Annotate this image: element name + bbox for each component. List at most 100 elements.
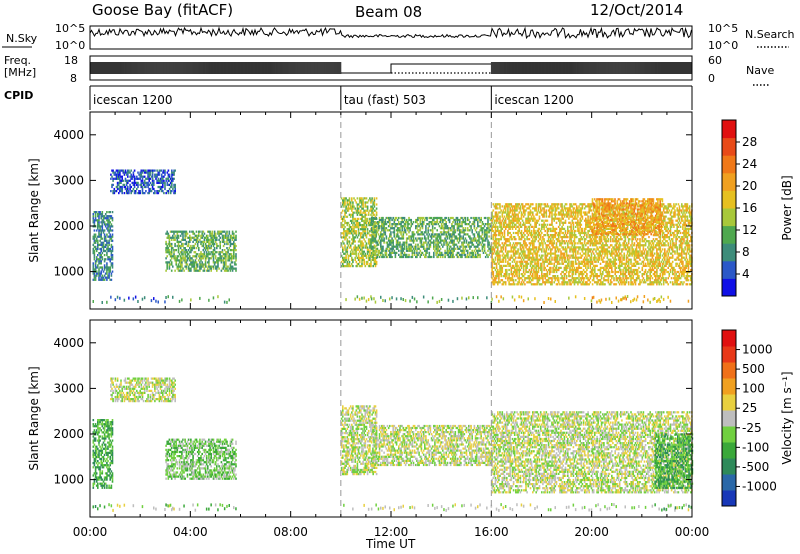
colorbar-tick-label-1: 500	[742, 362, 765, 376]
colorbar-frame-1	[721, 329, 737, 507]
colorbar-swatch-6	[722, 394, 736, 411]
y-tick-label-2: 3000	[53, 381, 84, 395]
y-tick-label-0: 1000	[53, 265, 84, 279]
echo-region-2	[165, 438, 237, 512]
colorbar-tick-label-6: -500	[742, 460, 769, 474]
time-axis: 00:00 04:00 08:00 12:00 16:00 20:00 00:00	[73, 525, 710, 539]
cpid-segment-2: icescan 1200	[494, 93, 573, 107]
colorbar-tick-label-2: 100	[742, 382, 765, 396]
colorbar-tick-label-3: 25	[742, 401, 757, 415]
freq-fast-line	[340, 63, 492, 74]
power-colorbar: 4 8 12 16 20 24 28 Power [dB]	[721, 119, 794, 297]
echo-region-0	[92, 211, 114, 304]
y-tick-label-1: 2000	[53, 219, 84, 233]
echo-region-6	[591, 198, 664, 304]
y-tick-label-1: 2000	[53, 427, 84, 441]
y-tick-label-2: 3000	[53, 173, 84, 187]
colorbar-swatch-4	[722, 426, 736, 443]
freq-unit-label: [MHz]	[4, 66, 36, 79]
freq-bottom-tick: 8	[70, 72, 77, 85]
colorbar-tick-label-5: -100	[742, 440, 769, 454]
echo-region-2	[165, 230, 237, 304]
colorbar-swatch-0	[722, 490, 736, 507]
y-tick-label-0: 1000	[53, 473, 84, 487]
nave-top-tick: 60	[708, 54, 722, 67]
nsky-trace	[89, 26, 692, 48]
nave-bottom-tick: 0	[708, 72, 715, 85]
echo-region-3	[340, 197, 378, 304]
x-tick-label-6: 00:00	[675, 525, 710, 539]
freq-label: Freq.	[4, 54, 31, 67]
x-tick-label-2: 08:00	[273, 525, 308, 539]
beam-title: Beam 08	[355, 3, 422, 21]
y-axis-label-0: Slant Range [km]	[27, 158, 41, 262]
nsearch-label: N.Search	[745, 28, 795, 41]
velocity-panel: 1000 2000 3000 4000 Slant Range [km]	[27, 319, 694, 518]
echo-region-0	[92, 419, 114, 511]
y-tick-label-3: 4000	[53, 128, 84, 142]
colorbar-swatch-7	[722, 378, 736, 395]
cpid-segment-0: icescan 1200	[93, 93, 172, 107]
freq-top-tick: 18	[64, 54, 78, 67]
x-tick-label-3: 12:00	[374, 525, 409, 539]
y-tick-label-3: 4000	[53, 336, 84, 350]
colorbar-swatch-9	[722, 346, 736, 363]
echo-region-1	[110, 377, 176, 512]
velocity-colorbar: 1000 500 100 25 -25 -100 -500 -1000 Velocity [m …	[721, 329, 794, 507]
colorbar-swatch-5	[722, 190, 736, 209]
echo-region-4	[370, 424, 493, 512]
colorbar-swatch-3	[722, 225, 736, 244]
nsky-line	[89, 26, 692, 48]
freq-trace	[89, 62, 693, 74]
colorbar-swatch-5	[722, 410, 736, 427]
colorbar-tick-label-6: 28	[742, 135, 757, 149]
echo-region-6	[654, 433, 694, 512]
colorbar-swatch-2	[722, 243, 736, 262]
y-axis-label-1: Slant Range [km]	[27, 366, 41, 470]
colorbar-tick-label-5: 24	[742, 157, 757, 171]
colorbar-tick-label-4: 20	[742, 179, 757, 193]
colorbar-swatch-9	[722, 120, 736, 139]
colorbar-swatch-6	[722, 172, 736, 191]
colorbar-swatch-8	[722, 137, 736, 156]
nsky-bottom-tick: 10^0	[55, 39, 85, 52]
colorbar-tick-label-0: 1000	[742, 343, 773, 357]
colorbar-tick-label-4: -25	[742, 421, 762, 435]
station-title: Goose Bay (fitACF)	[92, 1, 233, 19]
cpid-bar: icescan 1200 tau (fast) 503 icescan 1200	[89, 85, 693, 110]
nsky-top-tick: 10^5	[55, 22, 85, 35]
nave-label: Nave	[746, 64, 774, 77]
echo-region-5	[491, 203, 693, 304]
x-tick-label-5: 20:00	[574, 525, 609, 539]
nsearch-top-tick: 10^5	[708, 22, 738, 35]
colorbar-tick-label-2: 12	[742, 223, 757, 237]
colorbar-swatch-4	[722, 208, 736, 227]
colorbar-swatch-10	[722, 330, 736, 347]
power-panel: 1000 2000 3000 4000 Slant Range [km]	[27, 111, 693, 310]
echo-region-4	[370, 216, 493, 304]
colorbar-tick-label-0: 4	[742, 267, 750, 281]
x-axis-label: Time UT	[365, 537, 416, 551]
cpid-label: CPID	[4, 89, 33, 102]
colorbar-tick-label-7: -1000	[742, 479, 777, 493]
colorbar-swatch-3	[722, 442, 736, 459]
echo-region-1	[110, 169, 176, 304]
colorbar-label-0: Power [dB]	[780, 175, 794, 240]
nsearch-bottom-tick: 10^0	[708, 39, 738, 52]
colorbar-tick-label-3: 16	[742, 201, 757, 215]
colorbar-swatch-2	[722, 458, 736, 475]
nsky-label: N.Sky	[6, 32, 38, 45]
colorbar-swatch-1	[722, 260, 736, 279]
colorbar-tick-label-1: 8	[742, 245, 750, 259]
colorbar-swatch-1	[722, 474, 736, 491]
colorbar-swatch-8	[722, 362, 736, 379]
colorbar-swatch-7	[722, 155, 736, 174]
cpid-segment-1: tau (fast) 503	[344, 93, 426, 107]
colorbar-swatch-0	[722, 278, 736, 297]
x-tick-label-0: 00:00	[73, 525, 108, 539]
colorbar-label-1: Velocity [m s⁻¹]	[780, 371, 794, 464]
date-title: 12/Oct/2014	[590, 1, 683, 19]
x-tick-label-1: 04:00	[173, 525, 208, 539]
x-tick-label-4: 16:00	[474, 525, 509, 539]
